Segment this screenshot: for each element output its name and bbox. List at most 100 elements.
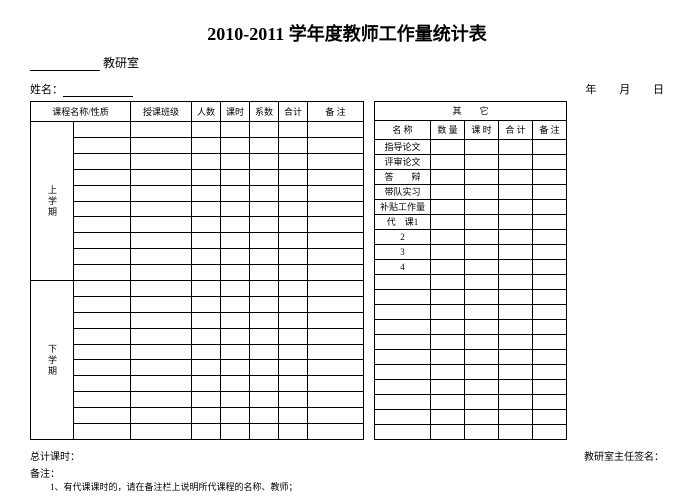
cell	[221, 265, 250, 281]
cell	[131, 408, 192, 424]
sub-office-line: 教研室	[30, 54, 664, 71]
row-label: 评审论文	[375, 155, 431, 170]
cell	[499, 140, 533, 155]
cell	[221, 138, 250, 154]
cell	[308, 233, 364, 249]
left-table: 课程名称/性质 授课班级 人数 课时 系数 合计 备 注 上学期下学期	[30, 101, 364, 440]
tables-wrap: 课程名称/性质 授课班级 人数 课时 系数 合计 备 注 上学期下学期 其 它 …	[30, 101, 664, 440]
right-group-row: 其 它	[375, 102, 567, 121]
cell	[465, 200, 499, 215]
table-row	[31, 328, 364, 344]
cell	[221, 122, 250, 138]
cell	[74, 281, 131, 297]
cell	[431, 320, 465, 335]
cell	[465, 215, 499, 230]
cell	[279, 424, 308, 440]
row-label: 4	[375, 260, 431, 275]
cell	[279, 138, 308, 154]
cell	[250, 201, 279, 217]
cell	[308, 249, 364, 265]
cell	[533, 305, 567, 320]
cell	[308, 376, 364, 392]
table-row: 评审论文	[375, 155, 567, 170]
cell	[533, 335, 567, 350]
cell	[221, 312, 250, 328]
table-row: 补贴工作量	[375, 200, 567, 215]
cell	[279, 360, 308, 376]
office-underline	[30, 58, 100, 71]
right-header-row: 名 称 数 量 课 时 合 计 备 注	[375, 121, 567, 140]
cell	[221, 233, 250, 249]
cell	[250, 312, 279, 328]
cell	[250, 296, 279, 312]
table-row	[375, 275, 567, 290]
cell	[74, 122, 131, 138]
cell	[533, 275, 567, 290]
cell	[431, 380, 465, 395]
cell	[279, 122, 308, 138]
cell	[533, 185, 567, 200]
month-label: 月	[619, 84, 630, 96]
cell	[192, 408, 221, 424]
cell	[192, 217, 221, 233]
cell	[221, 185, 250, 201]
cell	[431, 425, 465, 440]
cell	[308, 296, 364, 312]
cell	[250, 408, 279, 424]
row-label: 指导论文	[375, 140, 431, 155]
cell	[465, 335, 499, 350]
table-row	[375, 425, 567, 440]
cell	[74, 138, 131, 154]
name-underline	[63, 85, 133, 97]
cell	[499, 245, 533, 260]
total-label: 总计课时：	[30, 448, 80, 463]
cell	[431, 335, 465, 350]
office-label: 教研室	[103, 56, 139, 70]
cell	[533, 395, 567, 410]
cell	[431, 410, 465, 425]
left-h3: 课时	[221, 102, 250, 122]
row-label: 补贴工作量	[375, 200, 431, 215]
row-label	[375, 275, 431, 290]
cell	[279, 153, 308, 169]
cell	[131, 424, 192, 440]
cell	[74, 153, 131, 169]
row-label	[375, 425, 431, 440]
row-label: 带队实习	[375, 185, 431, 200]
cell	[279, 392, 308, 408]
cell	[74, 312, 131, 328]
cell	[279, 376, 308, 392]
table-row	[375, 305, 567, 320]
cell	[279, 185, 308, 201]
cell	[431, 185, 465, 200]
table-row	[375, 350, 567, 365]
cell	[74, 376, 131, 392]
cell	[192, 233, 221, 249]
cell	[221, 424, 250, 440]
cell	[221, 201, 250, 217]
cell	[431, 155, 465, 170]
cell	[250, 265, 279, 281]
cell	[250, 249, 279, 265]
row-label	[375, 395, 431, 410]
table-row	[375, 335, 567, 350]
cell	[131, 249, 192, 265]
cell	[499, 395, 533, 410]
cell	[465, 260, 499, 275]
table-row: 2	[375, 230, 567, 245]
cell	[192, 296, 221, 312]
cell	[221, 344, 250, 360]
cell	[250, 328, 279, 344]
footer-note-1: 1、有代课课时的，请在备注栏上说明所代课程的名称、教师；	[50, 480, 664, 493]
cell	[465, 425, 499, 440]
date-field: 年 月 日	[556, 81, 665, 97]
cell	[74, 249, 131, 265]
remarks-label: 备注：	[30, 465, 664, 480]
table-row	[31, 169, 364, 185]
cell	[533, 215, 567, 230]
cell	[431, 245, 465, 260]
cell	[131, 153, 192, 169]
right-group-header: 其 它	[375, 102, 567, 121]
table-row	[31, 217, 364, 233]
table-row	[31, 424, 364, 440]
